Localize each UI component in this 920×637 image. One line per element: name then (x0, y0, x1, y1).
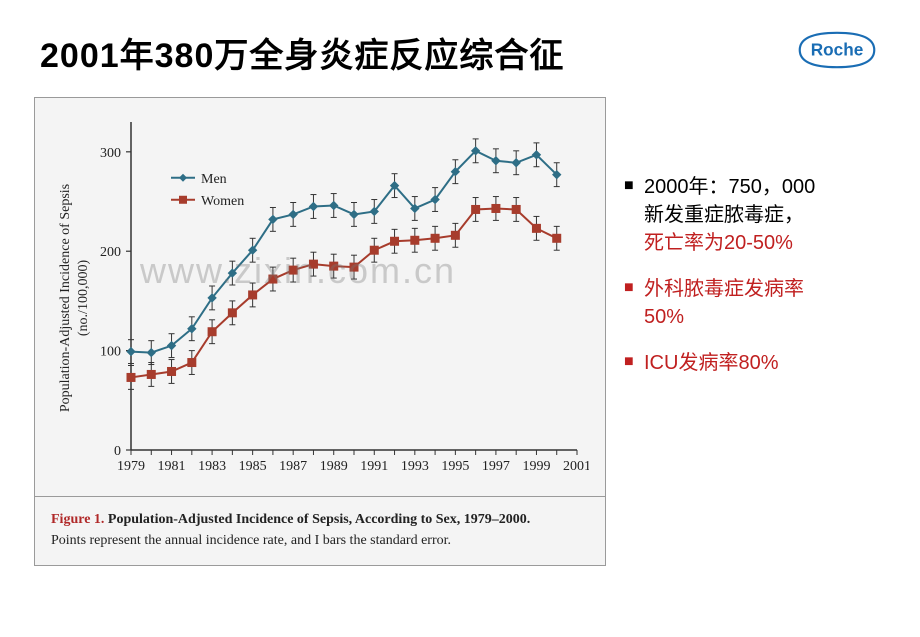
chart-caption: Figure 1. Population-Adjusted Incidence … (34, 497, 606, 566)
bullet-list: ■ 2000年：750，000 新发重症脓毒症， 死亡率为20-50% ■ 外科脓毒症发病… (624, 97, 892, 395)
bullet-marker: ■ (624, 351, 634, 373)
svg-text:1991: 1991 (360, 459, 388, 474)
bullet-text: 死亡率为20-50% (644, 232, 793, 254)
bullet-item: ■ 外科脓毒症发病率 50% (624, 275, 892, 331)
svg-text:300: 300 (100, 146, 121, 161)
bullet-text: ICU发病率80% (644, 352, 778, 374)
svg-text:1989: 1989 (320, 459, 348, 474)
bullet-marker: ■ (624, 175, 634, 197)
svg-text:100: 100 (100, 345, 121, 360)
bullet-text: 外科脓毒症发病率 (644, 278, 804, 300)
svg-text:0: 0 (114, 444, 121, 459)
figure-label: Figure 1. (51, 512, 104, 527)
svg-text:1997: 1997 (482, 459, 510, 474)
roche-logo: Roche (794, 28, 880, 72)
chart-block: 0 100 200 300 1979 1981 1983 1985 1987 1989 1991 19… (34, 97, 606, 566)
svg-text:1981: 1981 (158, 459, 186, 474)
svg-text:1999: 1999 (522, 459, 550, 474)
bullet-marker: ■ (624, 277, 634, 299)
svg-text:2001: 2001 (563, 459, 589, 474)
bullet-text: 50% (644, 306, 684, 328)
bullet-item: ■ 2000年：750，000 新发重症脓毒症， 死亡率为20-50% (624, 173, 892, 257)
caption-sub: Points represent the annual incidence ra… (51, 530, 589, 551)
bullet-item: ■ ICU发病率80% (624, 349, 892, 377)
svg-text:1987: 1987 (279, 459, 307, 474)
svg-text:1995: 1995 (441, 459, 469, 474)
chart-frame: 0 100 200 300 1979 1981 1983 1985 1987 1989 1991 19… (34, 97, 606, 497)
svg-text:1985: 1985 (239, 459, 267, 474)
svg-text:1983: 1983 (198, 459, 226, 474)
svg-text:(no./100,000): (no./100,000) (76, 260, 91, 337)
svg-text:1979: 1979 (117, 459, 145, 474)
caption-title: Population-Adjusted Incidence of Sepsis,… (104, 512, 530, 527)
svg-text:Roche: Roche (811, 40, 864, 60)
svg-text:Men: Men (201, 172, 227, 187)
svg-text:200: 200 (100, 245, 121, 260)
svg-text:Women: Women (201, 194, 244, 209)
bullet-text: 2000年：750，000 (644, 176, 815, 198)
bullet-text: 新发重症脓毒症， (644, 204, 804, 226)
sepsis-incidence-line-chart: 0 100 200 300 1979 1981 1983 1985 1987 1989 1991 19… (49, 112, 589, 484)
page-title: 2001年380万全身炎症反应综合征 (40, 28, 564, 77)
svg-text:1993: 1993 (401, 459, 429, 474)
svg-text:Population-Adjusted Incidence: Population-Adjusted Incidence of Sepsis (58, 184, 73, 412)
